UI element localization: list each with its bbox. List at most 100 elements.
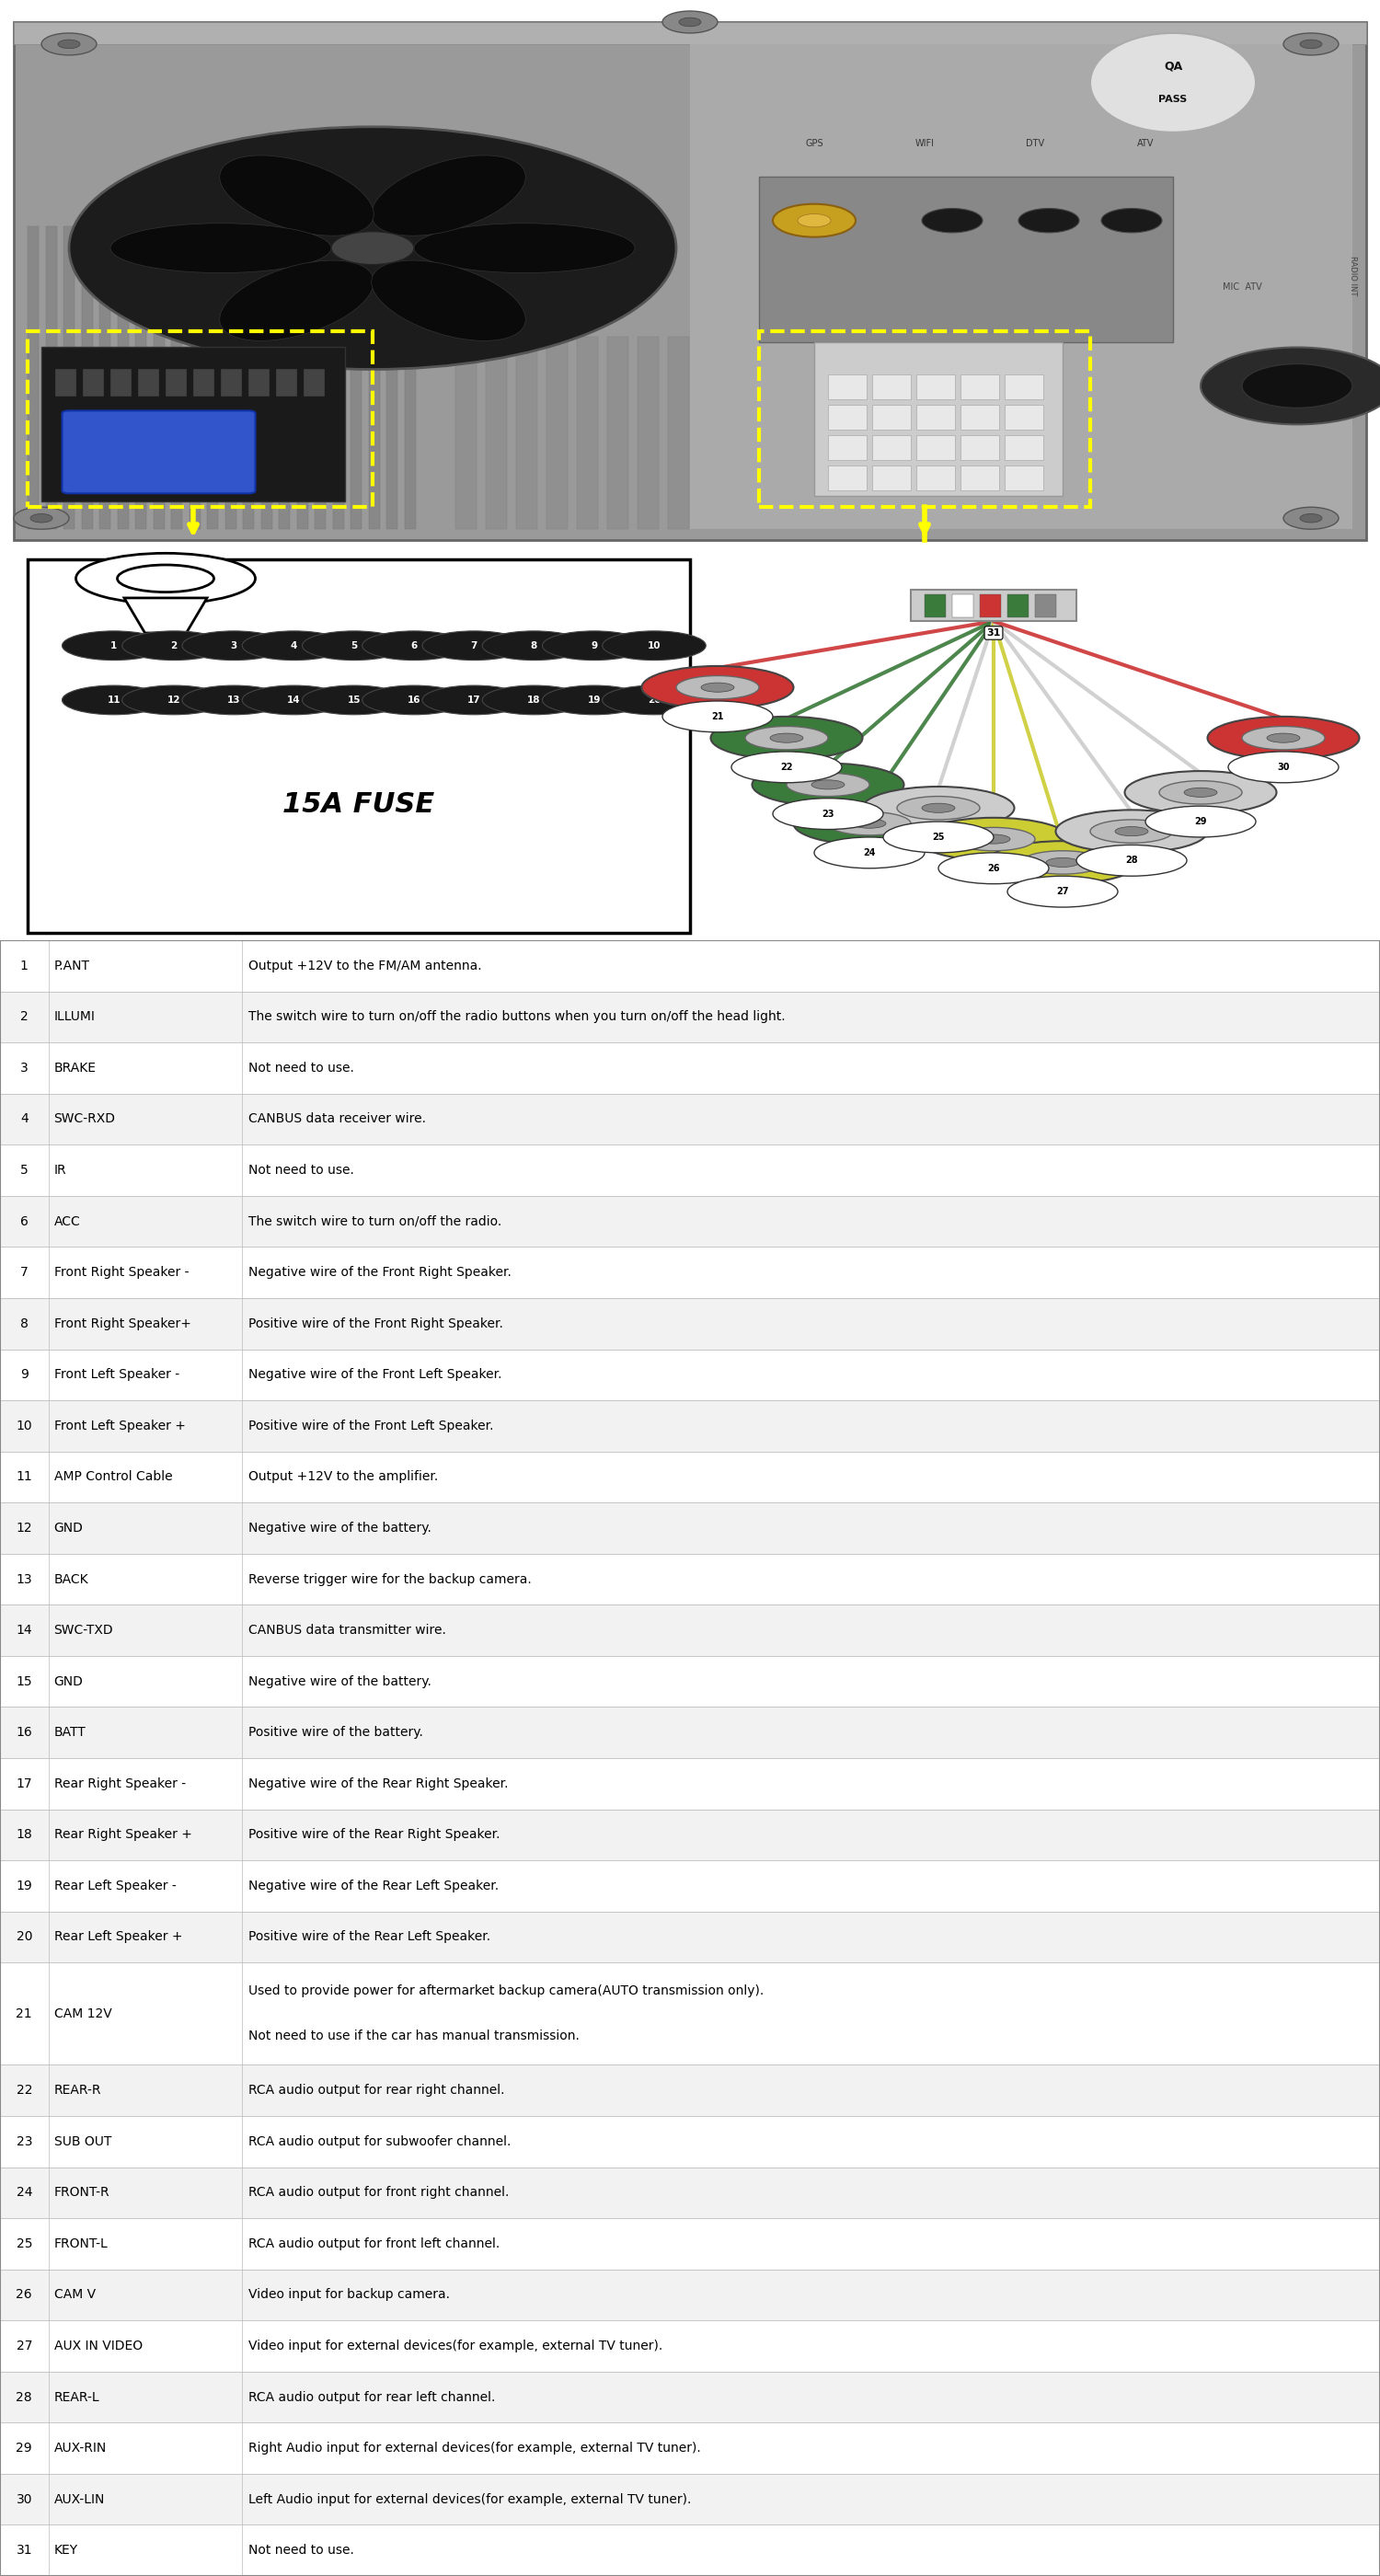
Bar <box>690 44 1352 528</box>
Text: 23: 23 <box>822 809 834 819</box>
Text: REAR-R: REAR-R <box>54 2084 101 2097</box>
Text: 30: 30 <box>17 2494 32 2506</box>
Text: The switch wire to turn on/off the radio.: The switch wire to turn on/off the radio… <box>248 1216 502 1229</box>
Text: Negative wire of the Front Left Speaker.: Negative wire of the Front Left Speaker. <box>248 1368 502 1381</box>
Bar <box>117 227 128 528</box>
Circle shape <box>1300 513 1322 523</box>
Circle shape <box>1145 806 1256 837</box>
Bar <box>404 227 415 528</box>
Circle shape <box>642 667 793 708</box>
Text: CAM 12V: CAM 12V <box>54 2007 112 2020</box>
Text: Rear Left Speaker +: Rear Left Speaker + <box>54 1929 182 1942</box>
Bar <box>872 466 911 489</box>
Circle shape <box>1283 507 1339 528</box>
Bar <box>193 368 214 397</box>
Text: 20: 20 <box>17 1929 32 1942</box>
Circle shape <box>1090 819 1173 842</box>
Bar <box>980 595 1000 618</box>
Ellipse shape <box>371 155 526 237</box>
Bar <box>0 1043 1380 1095</box>
Text: ILLUMI: ILLUMI <box>54 1010 95 1023</box>
Bar <box>960 404 999 430</box>
Text: CANBUS data transmitter wire.: CANBUS data transmitter wire. <box>248 1623 446 1636</box>
Circle shape <box>1267 734 1300 742</box>
Circle shape <box>1046 858 1079 868</box>
Circle shape <box>1184 788 1217 796</box>
Text: FRONT-L: FRONT-L <box>54 2239 108 2251</box>
Bar <box>960 466 999 489</box>
Text: ATV: ATV <box>1137 139 1154 147</box>
Text: GND: GND <box>54 1674 83 1687</box>
Text: 5: 5 <box>351 641 357 649</box>
Circle shape <box>752 762 904 806</box>
Circle shape <box>1056 809 1208 853</box>
Text: 6: 6 <box>411 641 417 649</box>
Text: GND: GND <box>54 1522 83 1535</box>
Text: Rear Left Speaker -: Rear Left Speaker - <box>54 1880 177 1893</box>
Bar <box>63 227 75 528</box>
Circle shape <box>987 840 1138 884</box>
Circle shape <box>897 796 980 819</box>
Circle shape <box>58 39 80 49</box>
Circle shape <box>482 631 585 659</box>
Text: 16: 16 <box>407 696 421 706</box>
Bar <box>0 1708 1380 1757</box>
Bar <box>668 337 689 528</box>
Circle shape <box>1101 209 1162 232</box>
Text: 17: 17 <box>468 696 480 706</box>
Text: 7: 7 <box>21 1265 28 1278</box>
Bar <box>221 368 242 397</box>
Text: Front Right Speaker -: Front Right Speaker - <box>54 1265 189 1278</box>
Bar <box>41 348 345 502</box>
Circle shape <box>41 33 97 54</box>
Bar <box>577 337 598 528</box>
Bar <box>0 1911 1380 1963</box>
Text: IR: IR <box>54 1164 66 1177</box>
Circle shape <box>242 685 345 714</box>
Bar <box>0 1450 1380 1502</box>
Bar <box>516 337 537 528</box>
Circle shape <box>542 685 646 714</box>
Text: Positive wire of the Front Right Speaker.: Positive wire of the Front Right Speaker… <box>248 1316 504 1329</box>
Bar <box>0 2524 1380 2576</box>
Circle shape <box>1115 827 1148 837</box>
Text: 8: 8 <box>531 641 537 649</box>
Bar <box>153 227 164 528</box>
Circle shape <box>362 685 465 714</box>
Bar <box>828 435 867 461</box>
Bar <box>759 175 1173 343</box>
Bar <box>81 227 92 528</box>
Text: 7: 7 <box>471 641 477 649</box>
Circle shape <box>1076 845 1187 876</box>
Text: 15: 15 <box>17 1674 32 1687</box>
Circle shape <box>922 209 983 232</box>
Text: CAM V: CAM V <box>54 2287 95 2300</box>
Bar <box>1035 595 1056 618</box>
Bar <box>872 435 911 461</box>
Text: 31: 31 <box>987 629 1000 636</box>
Text: REAR-L: REAR-L <box>54 2391 99 2403</box>
Text: 13: 13 <box>17 1574 32 1587</box>
Circle shape <box>542 631 646 659</box>
Circle shape <box>731 752 842 783</box>
Circle shape <box>770 734 803 742</box>
Text: 4: 4 <box>21 1113 28 1126</box>
Bar <box>279 227 290 528</box>
Text: 1: 1 <box>21 958 28 971</box>
Text: 5: 5 <box>21 1164 28 1177</box>
Text: 29: 29 <box>1194 817 1206 827</box>
Text: FRONT-R: FRONT-R <box>54 2187 109 2200</box>
Circle shape <box>862 786 1014 829</box>
Bar <box>1005 466 1043 489</box>
Text: GPS: GPS <box>805 139 824 147</box>
Bar <box>135 227 146 528</box>
Bar <box>0 1605 1380 1656</box>
Bar <box>0 2321 1380 2372</box>
Text: 3: 3 <box>21 1061 28 1074</box>
Text: 3: 3 <box>230 641 237 649</box>
Circle shape <box>1201 348 1380 425</box>
Text: KEY: KEY <box>54 2545 77 2558</box>
Ellipse shape <box>371 260 526 340</box>
Bar <box>0 1860 1380 1911</box>
Text: 15: 15 <box>348 696 360 706</box>
